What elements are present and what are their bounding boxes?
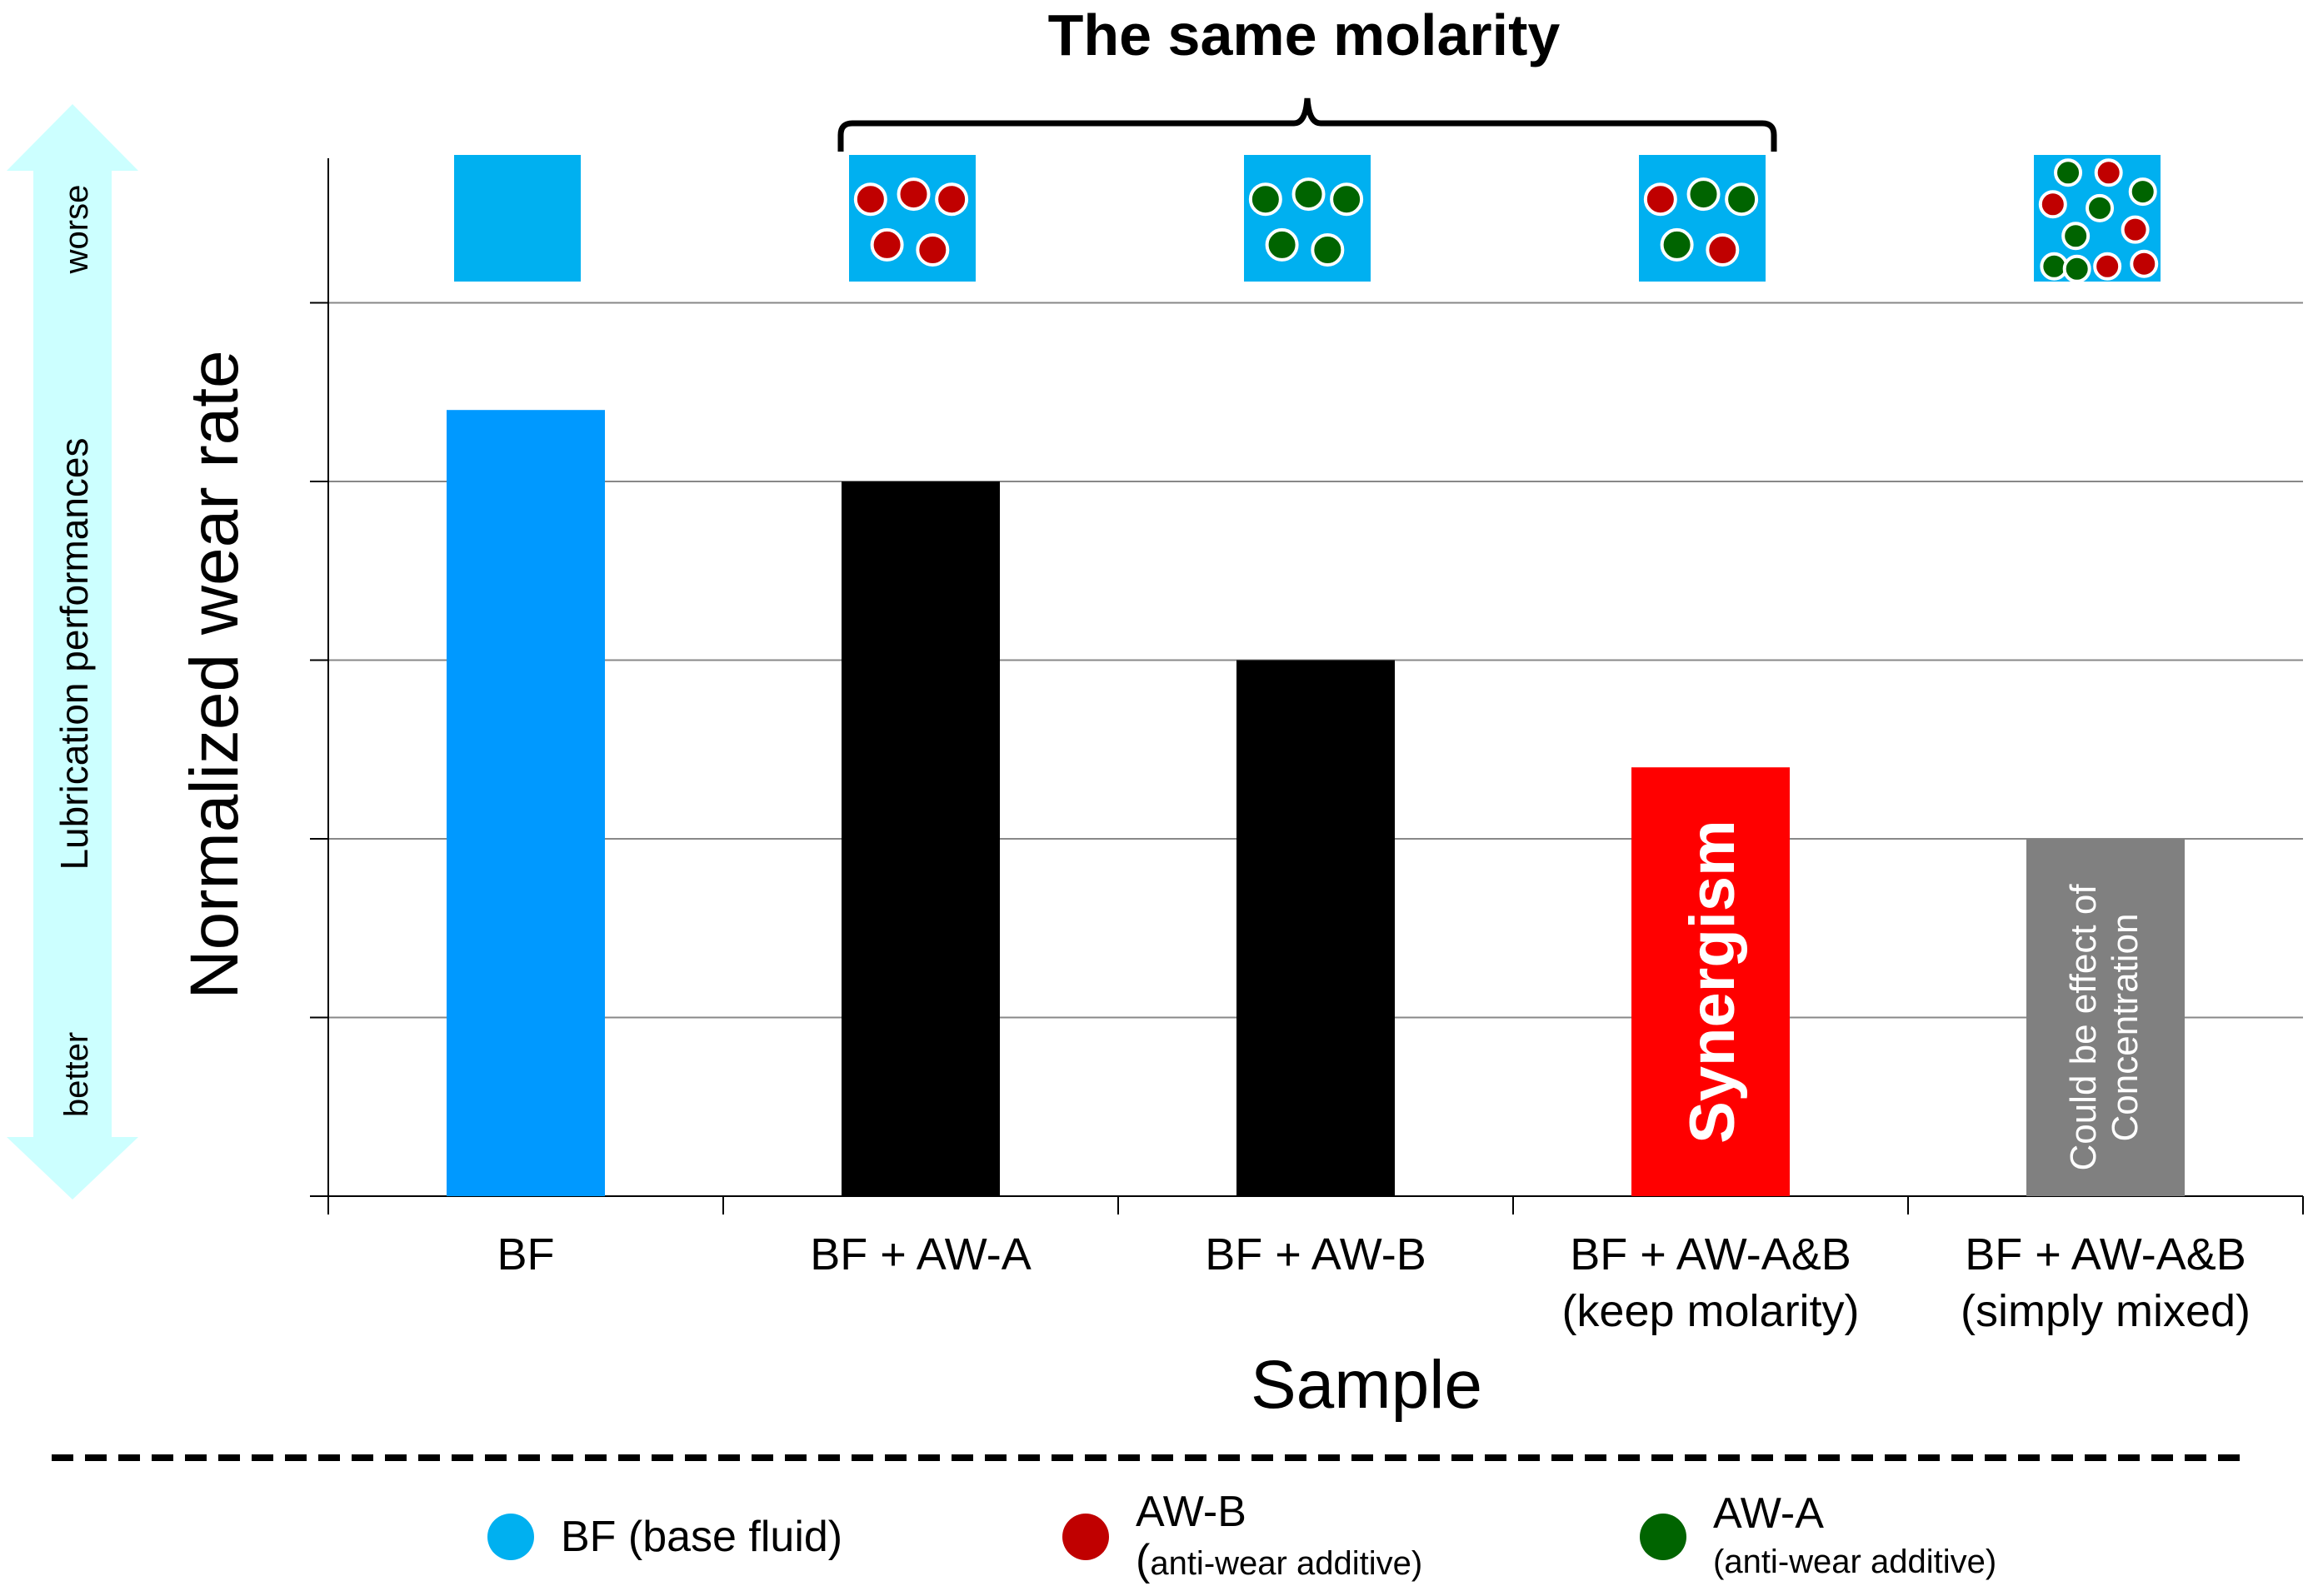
- aw-a-particle-icon: [1248, 182, 1282, 217]
- aw-a-particle-icon: [1725, 182, 1759, 217]
- fluid-square-icon: [1244, 155, 1371, 282]
- chart-title: The same molarity: [1048, 2, 1561, 67]
- bar: [1631, 767, 1790, 1196]
- aw-b-particle-icon: [916, 233, 950, 267]
- bar: [1236, 660, 1395, 1196]
- aw-b-particle-icon: [1643, 182, 1677, 217]
- x-tick-label: BF + AW-A: [810, 1229, 1032, 1279]
- aw-a-particle-icon: [1686, 177, 1721, 212]
- legend-label-bf: BF (base fluid): [561, 1513, 843, 1561]
- aw-b-particle-icon: [2130, 249, 2159, 278]
- aw-b-particle-icon: [2121, 215, 2150, 244]
- aw-a-dot-icon: [1640, 1514, 1686, 1560]
- legend-sublabel-aw-a: anti-wear additive: [1724, 1544, 1986, 1580]
- performance-worse-label: worse: [58, 185, 95, 275]
- bar: [447, 410, 605, 1196]
- legend-text-aw-b: AW-B (anti-wear additive): [1136, 1487, 1422, 1587]
- aw-a-particle-icon: [1330, 182, 1364, 217]
- x-tick-label: BF + AW-A&B: [1570, 1229, 1851, 1279]
- aw-a-particle-icon: [1265, 227, 1299, 262]
- fluid-square-icon: [1639, 155, 1766, 282]
- bar: [842, 481, 1000, 1196]
- y-axis-title: Normalized wear rate: [177, 350, 252, 999]
- aw-a-particle-icon: [2054, 158, 2083, 187]
- aw-a-particle-icon: [2062, 254, 2091, 283]
- bar-annotation-label: Synergism: [1677, 820, 1748, 1144]
- aw-b-particle-icon: [853, 182, 887, 217]
- fluid-square-icon: [454, 155, 581, 282]
- sample-icons: [454, 155, 2161, 283]
- aw-b-particle-icon: [935, 182, 969, 217]
- x-tick-label: BF + AW-A&B: [1965, 1229, 2246, 1279]
- x-axis-title: Sample: [1251, 1347, 1482, 1423]
- legend-text-aw-a: AW-A (anti-wear additive): [1713, 1489, 1996, 1585]
- performance-axis-label: Lubrication performances: [52, 437, 96, 870]
- x-tick-label: BF + AW-B: [1205, 1229, 1426, 1279]
- aw-b-particle-icon: [2093, 252, 2122, 281]
- legend-item-aw-b: AW-B (anti-wear additive): [1062, 1483, 1422, 1591]
- aw-a-particle-icon: [1660, 227, 1694, 262]
- performance-arrow: Lubrication performances worse better: [7, 104, 138, 1199]
- x-tick-label: (keep molarity): [1561, 1286, 1859, 1336]
- molarity-bracket: [837, 97, 1777, 152]
- aw-b-dot-icon: [1062, 1514, 1109, 1560]
- legend: BF (base fluid) AW-B (anti-wear additive…: [0, 1483, 2313, 1591]
- bar-annotation-label: Could be effect of: [2063, 884, 2104, 1171]
- aw-a-particle-icon: [1291, 177, 1326, 212]
- legend-item-bf: BF (base fluid): [487, 1483, 842, 1591]
- performance-better-label: better: [58, 1032, 95, 1117]
- fluid-square-icon: [849, 155, 976, 282]
- aw-b-particle-icon: [897, 177, 931, 212]
- aw-a-particle-icon: [2086, 193, 2115, 222]
- aw-a-particle-icon: [1311, 233, 1345, 267]
- x-tick-label: BF: [497, 1229, 554, 1279]
- aw-a-particle-icon: [2061, 222, 2091, 251]
- legend-label-aw-b: AW-B: [1136, 1488, 1246, 1536]
- legend-sublabel-aw-b: anti-wear additive: [1150, 1545, 1411, 1582]
- legend-sublabel-aw-a-wrap: (anti-wear additive): [1713, 1544, 1997, 1580]
- aw-b-particle-icon: [2094, 158, 2123, 187]
- aw-b-particle-icon: [2038, 190, 2067, 219]
- x-tick-labels: BF BF + AW-A BF + AW-B BF + AW-A&B (keep mol…: [497, 1229, 2251, 1336]
- aw-a-particle-icon: [2128, 177, 2157, 207]
- legend-item-aw-a: AW-A (anti-wear additive): [1640, 1483, 1996, 1591]
- aw-b-particle-icon: [870, 227, 904, 262]
- aw-a-particle-icon: [2040, 252, 2069, 281]
- legend-label-aw-a: AW-A: [1713, 1489, 1824, 1538]
- performance-arrow-shape: [7, 104, 138, 1199]
- bars: Synergism Could be effect of Concentration: [447, 410, 2185, 1196]
- x-tick-label: (simply mixed): [1961, 1286, 2251, 1336]
- bar-annotation-label: Concentration: [2105, 914, 2146, 1142]
- bar: [2026, 839, 2185, 1196]
- aw-b-particle-icon: [1706, 233, 1740, 267]
- bf-dot-icon: [487, 1514, 534, 1560]
- legend-sublabel-aw-b-wrap: (anti-wear additive): [1136, 1536, 1423, 1584]
